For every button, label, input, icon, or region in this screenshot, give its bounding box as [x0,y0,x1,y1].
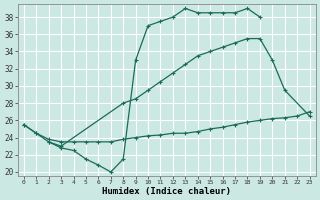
X-axis label: Humidex (Indice chaleur): Humidex (Indice chaleur) [102,187,231,196]
